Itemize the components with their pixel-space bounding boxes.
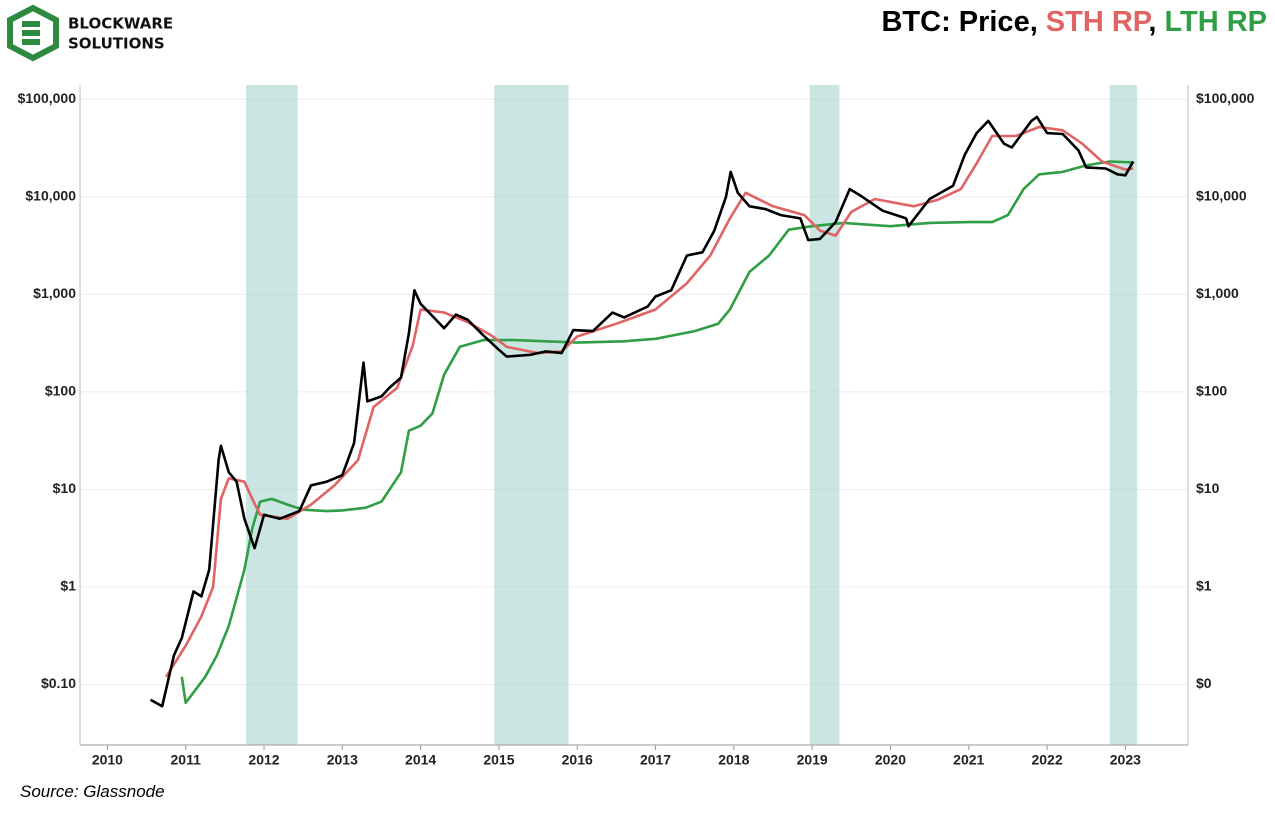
x-tick-label: 2015 bbox=[483, 752, 514, 768]
chart: $0.10 $1 $10 $100 $1,000 $10,000 $100,000 $0 $1 $… bbox=[18, 85, 1255, 768]
x-tick-label: 2016 bbox=[562, 752, 593, 768]
source-note: Source: Glassnode bbox=[20, 782, 165, 801]
shaded-region bbox=[494, 85, 569, 745]
y2-tick-label: $1,000 bbox=[1196, 285, 1239, 301]
logo-icon bbox=[7, 4, 59, 62]
y2-tick-label: $0 bbox=[1196, 675, 1212, 691]
x-tick-label: 2021 bbox=[953, 752, 984, 768]
y2-tick-label: $10,000 bbox=[1196, 188, 1247, 204]
y-tick-label: $1,000 bbox=[33, 285, 76, 301]
x-tick-label: 2013 bbox=[327, 752, 358, 768]
series-line bbox=[165, 125, 1134, 678]
logo-line1: BLOCKWARE bbox=[68, 15, 173, 33]
x-tick-label: 2014 bbox=[405, 752, 436, 768]
y-tick-label: $100,000 bbox=[18, 90, 77, 106]
title-separator: , bbox=[1029, 6, 1038, 38]
x-tick-label: 2022 bbox=[1031, 752, 1062, 768]
y2-tick-label: $10 bbox=[1196, 480, 1220, 496]
x-tick-label: 2011 bbox=[171, 752, 202, 768]
x-tick-label: 2010 bbox=[92, 752, 123, 768]
x-tick-label: 2019 bbox=[797, 752, 828, 768]
legend-entry: LTH RP bbox=[1164, 6, 1267, 38]
legend-entry: Price bbox=[958, 6, 1030, 38]
series-line bbox=[180, 160, 1134, 705]
y-tick-label: $100 bbox=[45, 383, 76, 399]
y2-tick-label: $100 bbox=[1196, 383, 1227, 399]
chart-title: BTC: Price, STH RP, LTH RP bbox=[881, 6, 1267, 39]
shaded-region bbox=[246, 85, 298, 745]
y-tick-label: $0.10 bbox=[41, 675, 76, 691]
title-separator: , bbox=[1148, 6, 1157, 38]
x-tick-label: 2020 bbox=[875, 752, 906, 768]
y2-tick-label: $1 bbox=[1196, 578, 1212, 594]
y-tick-label: $10,000 bbox=[25, 188, 76, 204]
y-tick-label: $1 bbox=[60, 578, 76, 594]
logo-line2: SOLUTIONS bbox=[68, 35, 165, 53]
legend-entry: STH RP bbox=[1045, 6, 1149, 38]
y-tick-label: $10 bbox=[53, 480, 77, 496]
y2-tick-label: $100,000 bbox=[1196, 90, 1255, 106]
x-tick-label: 2017 bbox=[640, 752, 671, 768]
x-tick-label: 2018 bbox=[718, 752, 749, 768]
shaded-region bbox=[1109, 85, 1138, 745]
title-prefix: BTC: bbox=[881, 6, 951, 38]
shaded-region bbox=[809, 85, 840, 745]
logo: BLOCKWARE SOLUTIONS bbox=[7, 4, 173, 62]
x-tick-label: 2023 bbox=[1110, 752, 1141, 768]
x-tick-label: 2012 bbox=[248, 752, 279, 768]
series-line bbox=[149, 115, 1135, 708]
